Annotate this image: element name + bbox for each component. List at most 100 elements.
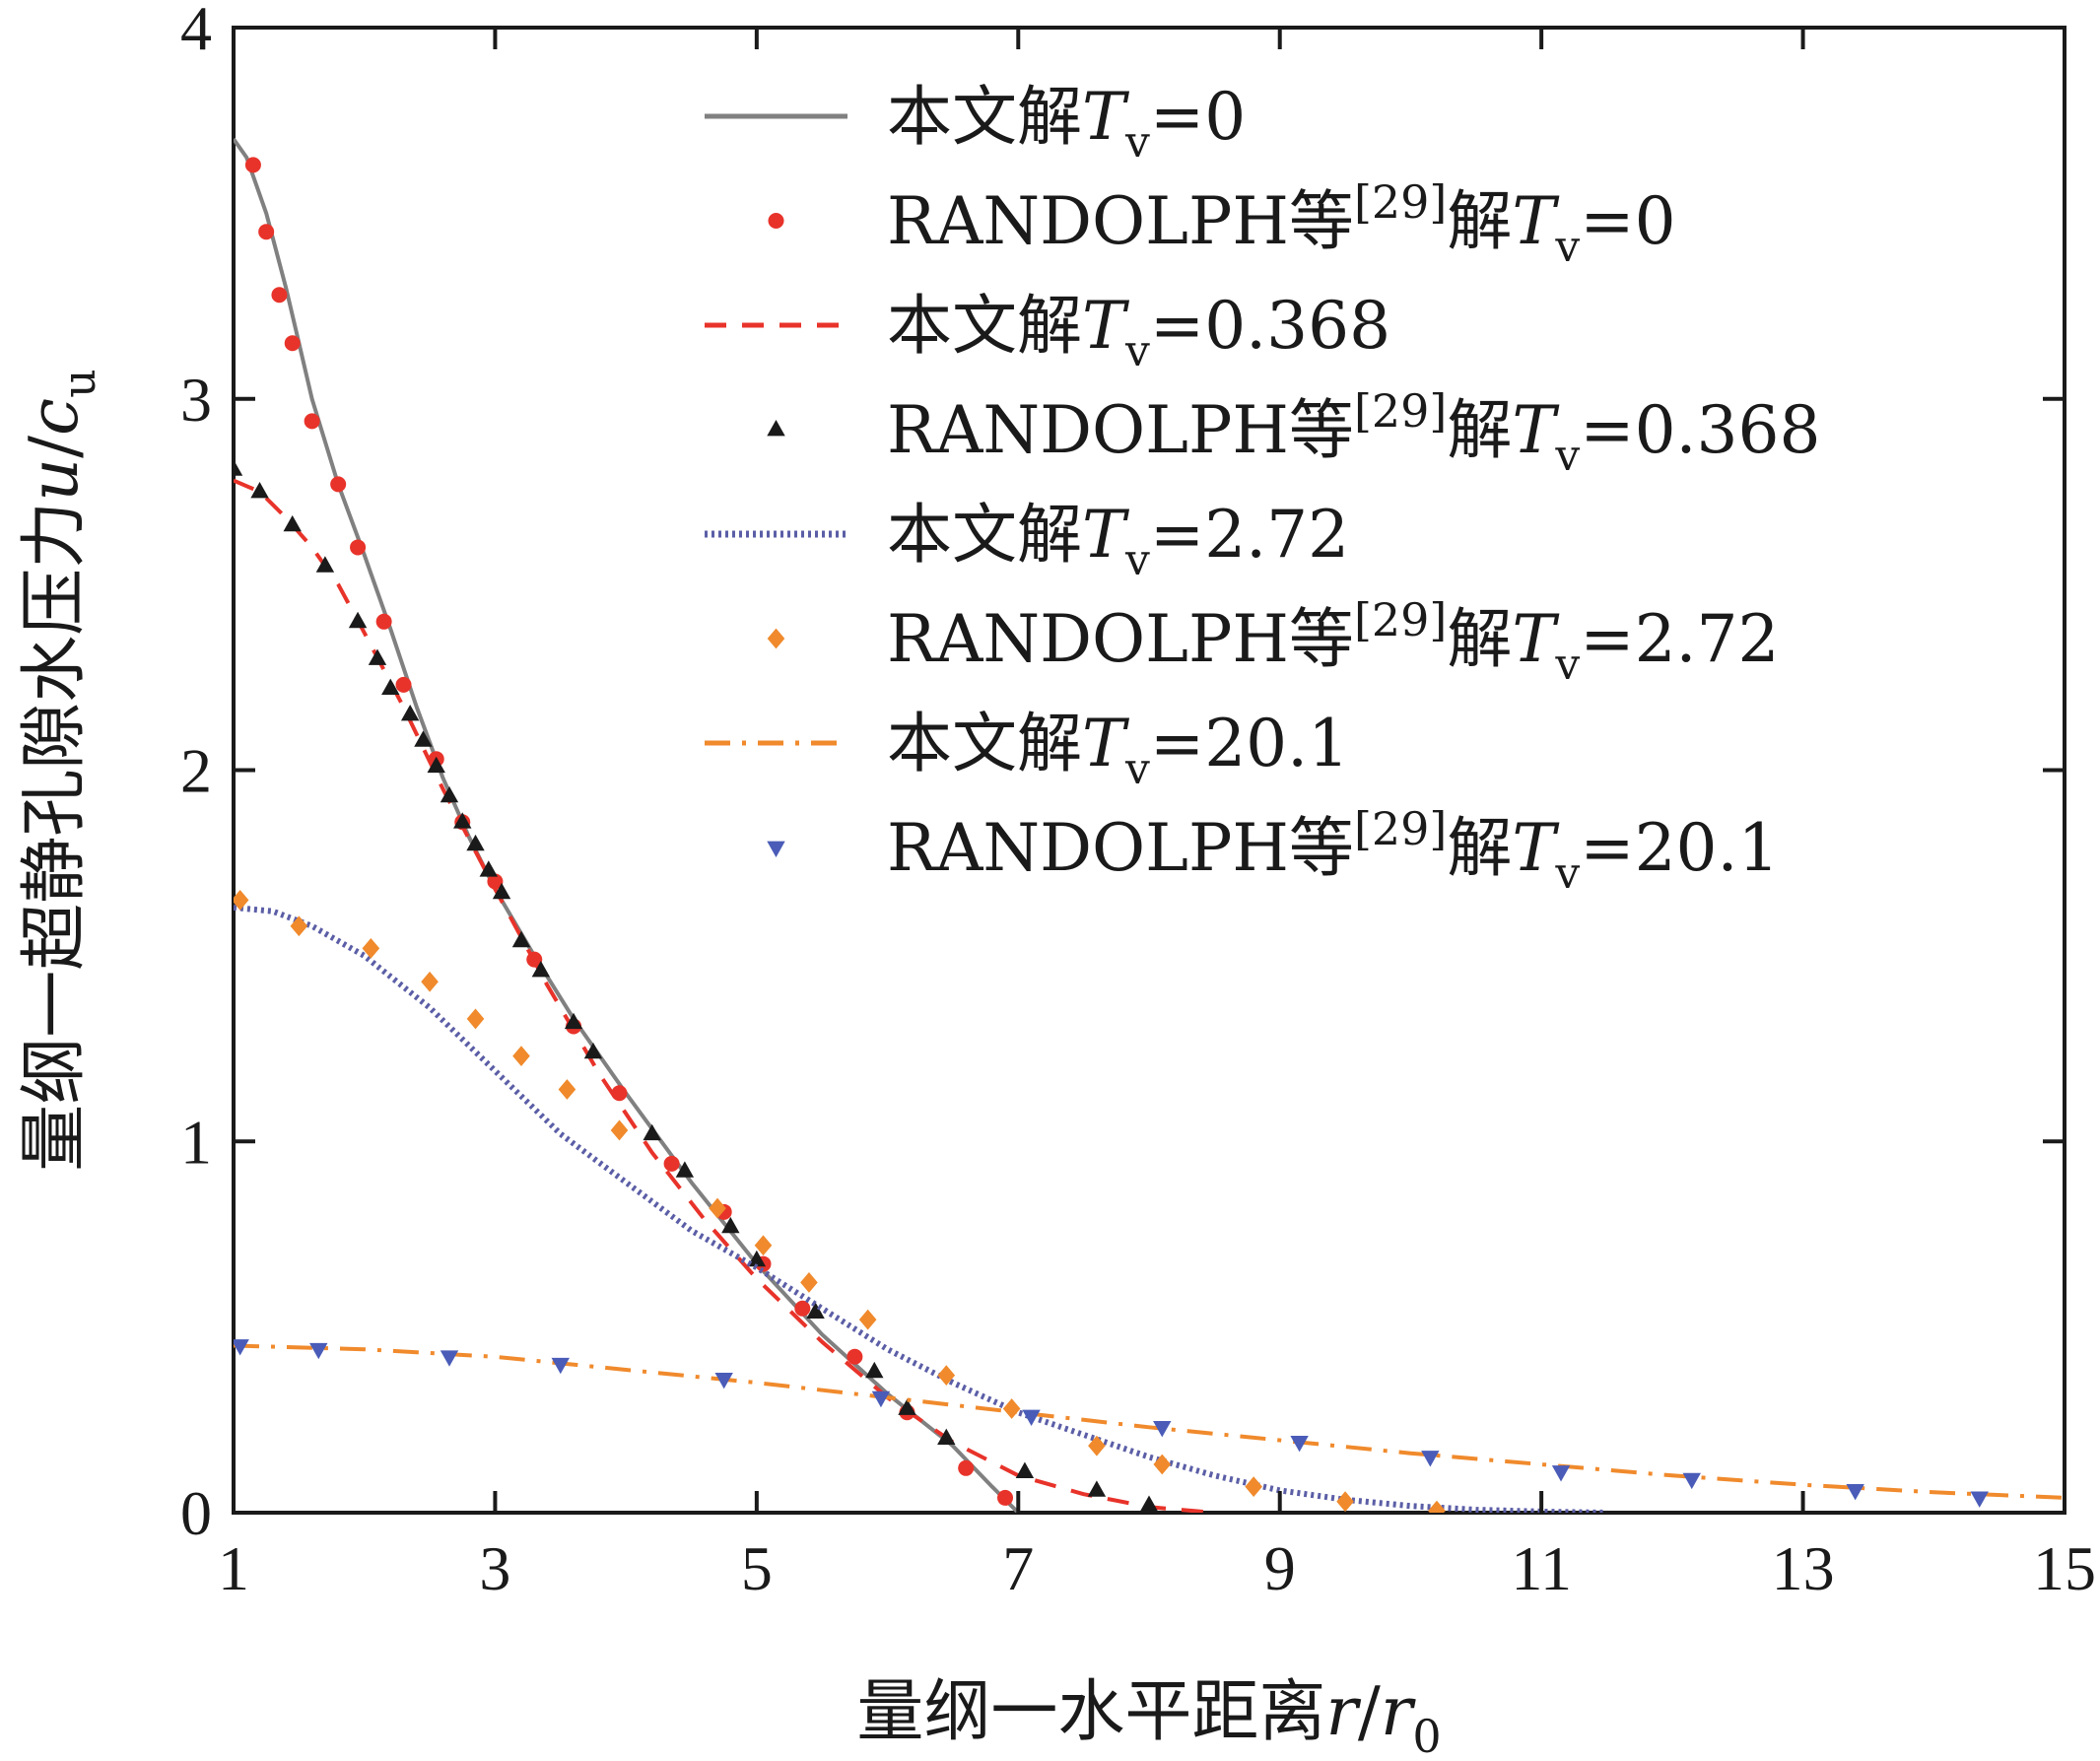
legend-label-subscript: v xyxy=(1554,640,1580,690)
data-point xyxy=(1970,1491,1989,1508)
y-axis-title-var2: c xyxy=(16,398,94,436)
data-point xyxy=(421,971,439,992)
series-line xyxy=(234,478,1215,1513)
series-4 xyxy=(234,904,1607,1513)
legend-label-subscript: v xyxy=(1124,117,1150,168)
data-point xyxy=(466,834,485,851)
legend-label: RANDOLPH等[29]解Tv=20.1 xyxy=(887,802,1780,899)
data-point xyxy=(453,812,472,829)
x-axis-title-sub: 0 xyxy=(1412,1710,1441,1761)
legend-label-value: =0 xyxy=(1150,79,1246,155)
data-point xyxy=(714,1372,733,1389)
legend-label-prefix: 本文解 xyxy=(887,706,1082,781)
legend-label: 本文解Tv=20.1 xyxy=(887,706,1349,794)
data-point xyxy=(284,335,301,352)
y-axis-title: 量纲一超静孔隙水压力u/cu xyxy=(16,369,105,1171)
legend-label-mid: 解 xyxy=(1447,601,1512,677)
data-point xyxy=(511,930,531,948)
data-point xyxy=(362,937,380,959)
data-point xyxy=(1087,1480,1107,1497)
legend-label-value: =20.1 xyxy=(1580,810,1779,886)
legend-label-symbol: T xyxy=(1082,706,1130,781)
legend-label: 本文解Tv=0 xyxy=(887,79,1246,168)
x-tick-label: 11 xyxy=(1511,1533,1572,1603)
data-point xyxy=(1846,1483,1864,1501)
legend-label-value: =2.72 xyxy=(1150,497,1349,573)
data-point xyxy=(1421,1451,1440,1467)
data-point xyxy=(610,1119,629,1141)
data-point xyxy=(309,1342,328,1360)
legend-label-value: =20.1 xyxy=(1150,706,1349,781)
data-point xyxy=(1015,1461,1035,1478)
data-point xyxy=(747,1250,767,1267)
data-point xyxy=(1336,1491,1354,1513)
data-point xyxy=(368,648,387,665)
data-point xyxy=(330,476,347,493)
legend-label-value: =0.368 xyxy=(1580,392,1820,468)
series-line xyxy=(234,137,1020,1513)
legend-marker xyxy=(768,213,784,229)
data-point xyxy=(234,1339,249,1356)
legend-label-ref: [29] xyxy=(1354,593,1447,646)
x-tick-label: 3 xyxy=(479,1533,510,1603)
data-point xyxy=(997,1489,1014,1506)
x-tick-label: 9 xyxy=(1264,1533,1296,1603)
series-7 xyxy=(234,1339,1989,1508)
data-point xyxy=(675,1161,695,1178)
legend-label-prefix: RANDOLPH等 xyxy=(887,183,1354,259)
y-tick-label: 4 xyxy=(180,0,212,63)
data-point xyxy=(234,889,249,911)
legend-label-mid: 解 xyxy=(1447,392,1512,468)
data-point xyxy=(806,1302,825,1319)
data-point xyxy=(937,1365,956,1387)
legend-label-value: =0.368 xyxy=(1150,288,1390,364)
data-point xyxy=(663,1155,680,1172)
legend-label-prefix: 本文解 xyxy=(887,497,1082,573)
series-0 xyxy=(234,137,1020,1513)
legend-label-prefix: RANDOLPH等 xyxy=(887,392,1354,468)
data-point xyxy=(958,1459,975,1476)
x-tick-label: 15 xyxy=(2033,1533,2096,1603)
x-tick-label: 7 xyxy=(1002,1533,1034,1603)
legend-label-prefix: 本文解 xyxy=(887,288,1082,364)
y-axis-title-text: 量纲一超静孔隙水压力 xyxy=(16,502,94,1172)
data-point xyxy=(898,1398,916,1415)
legend-label-symbol: T xyxy=(1082,497,1130,573)
legend-label-mid: 解 xyxy=(1447,810,1512,886)
data-point xyxy=(1153,1420,1172,1438)
series-5 xyxy=(234,889,1446,1513)
data-point xyxy=(611,1085,628,1102)
data-point xyxy=(858,1309,877,1330)
x-tick-label: 1 xyxy=(218,1533,249,1603)
legend-label-symbol: T xyxy=(1512,810,1560,886)
data-point xyxy=(440,785,459,803)
y-tick-label: 0 xyxy=(180,1478,212,1548)
data-point xyxy=(466,1008,485,1030)
data-point xyxy=(400,704,420,721)
series-layer xyxy=(234,137,2065,1513)
legend-label-prefix: RANDOLPH等 xyxy=(887,601,1354,677)
legend-label-symbol: T xyxy=(1082,79,1130,155)
x-tick-label: 13 xyxy=(1772,1533,1835,1603)
legend-entry: RANDOLPH等[29]解Tv=0.368 xyxy=(767,384,1821,481)
legend-marker xyxy=(767,628,785,649)
data-point xyxy=(531,960,551,978)
data-point xyxy=(558,1079,576,1100)
legend-label-symbol: T xyxy=(1082,288,1130,364)
legend-label: 本文解Tv=2.72 xyxy=(887,497,1349,585)
series-2 xyxy=(234,478,1215,1513)
legend-entry: 本文解Tv=20.1 xyxy=(705,706,1349,794)
data-point xyxy=(1428,1500,1446,1513)
legend-label-value: =2.72 xyxy=(1580,601,1779,677)
legend-entry: RANDOLPH等[29]解Tv=20.1 xyxy=(767,802,1780,899)
data-point xyxy=(709,1197,726,1219)
data-point xyxy=(427,756,445,774)
x-tick-label: 5 xyxy=(741,1533,773,1603)
data-point xyxy=(865,1361,884,1379)
series-6 xyxy=(234,1343,2065,1500)
data-point xyxy=(440,1350,459,1367)
legend-entry: RANDOLPH等[29]解Tv=2.72 xyxy=(767,593,1780,690)
data-point xyxy=(1153,1454,1172,1475)
